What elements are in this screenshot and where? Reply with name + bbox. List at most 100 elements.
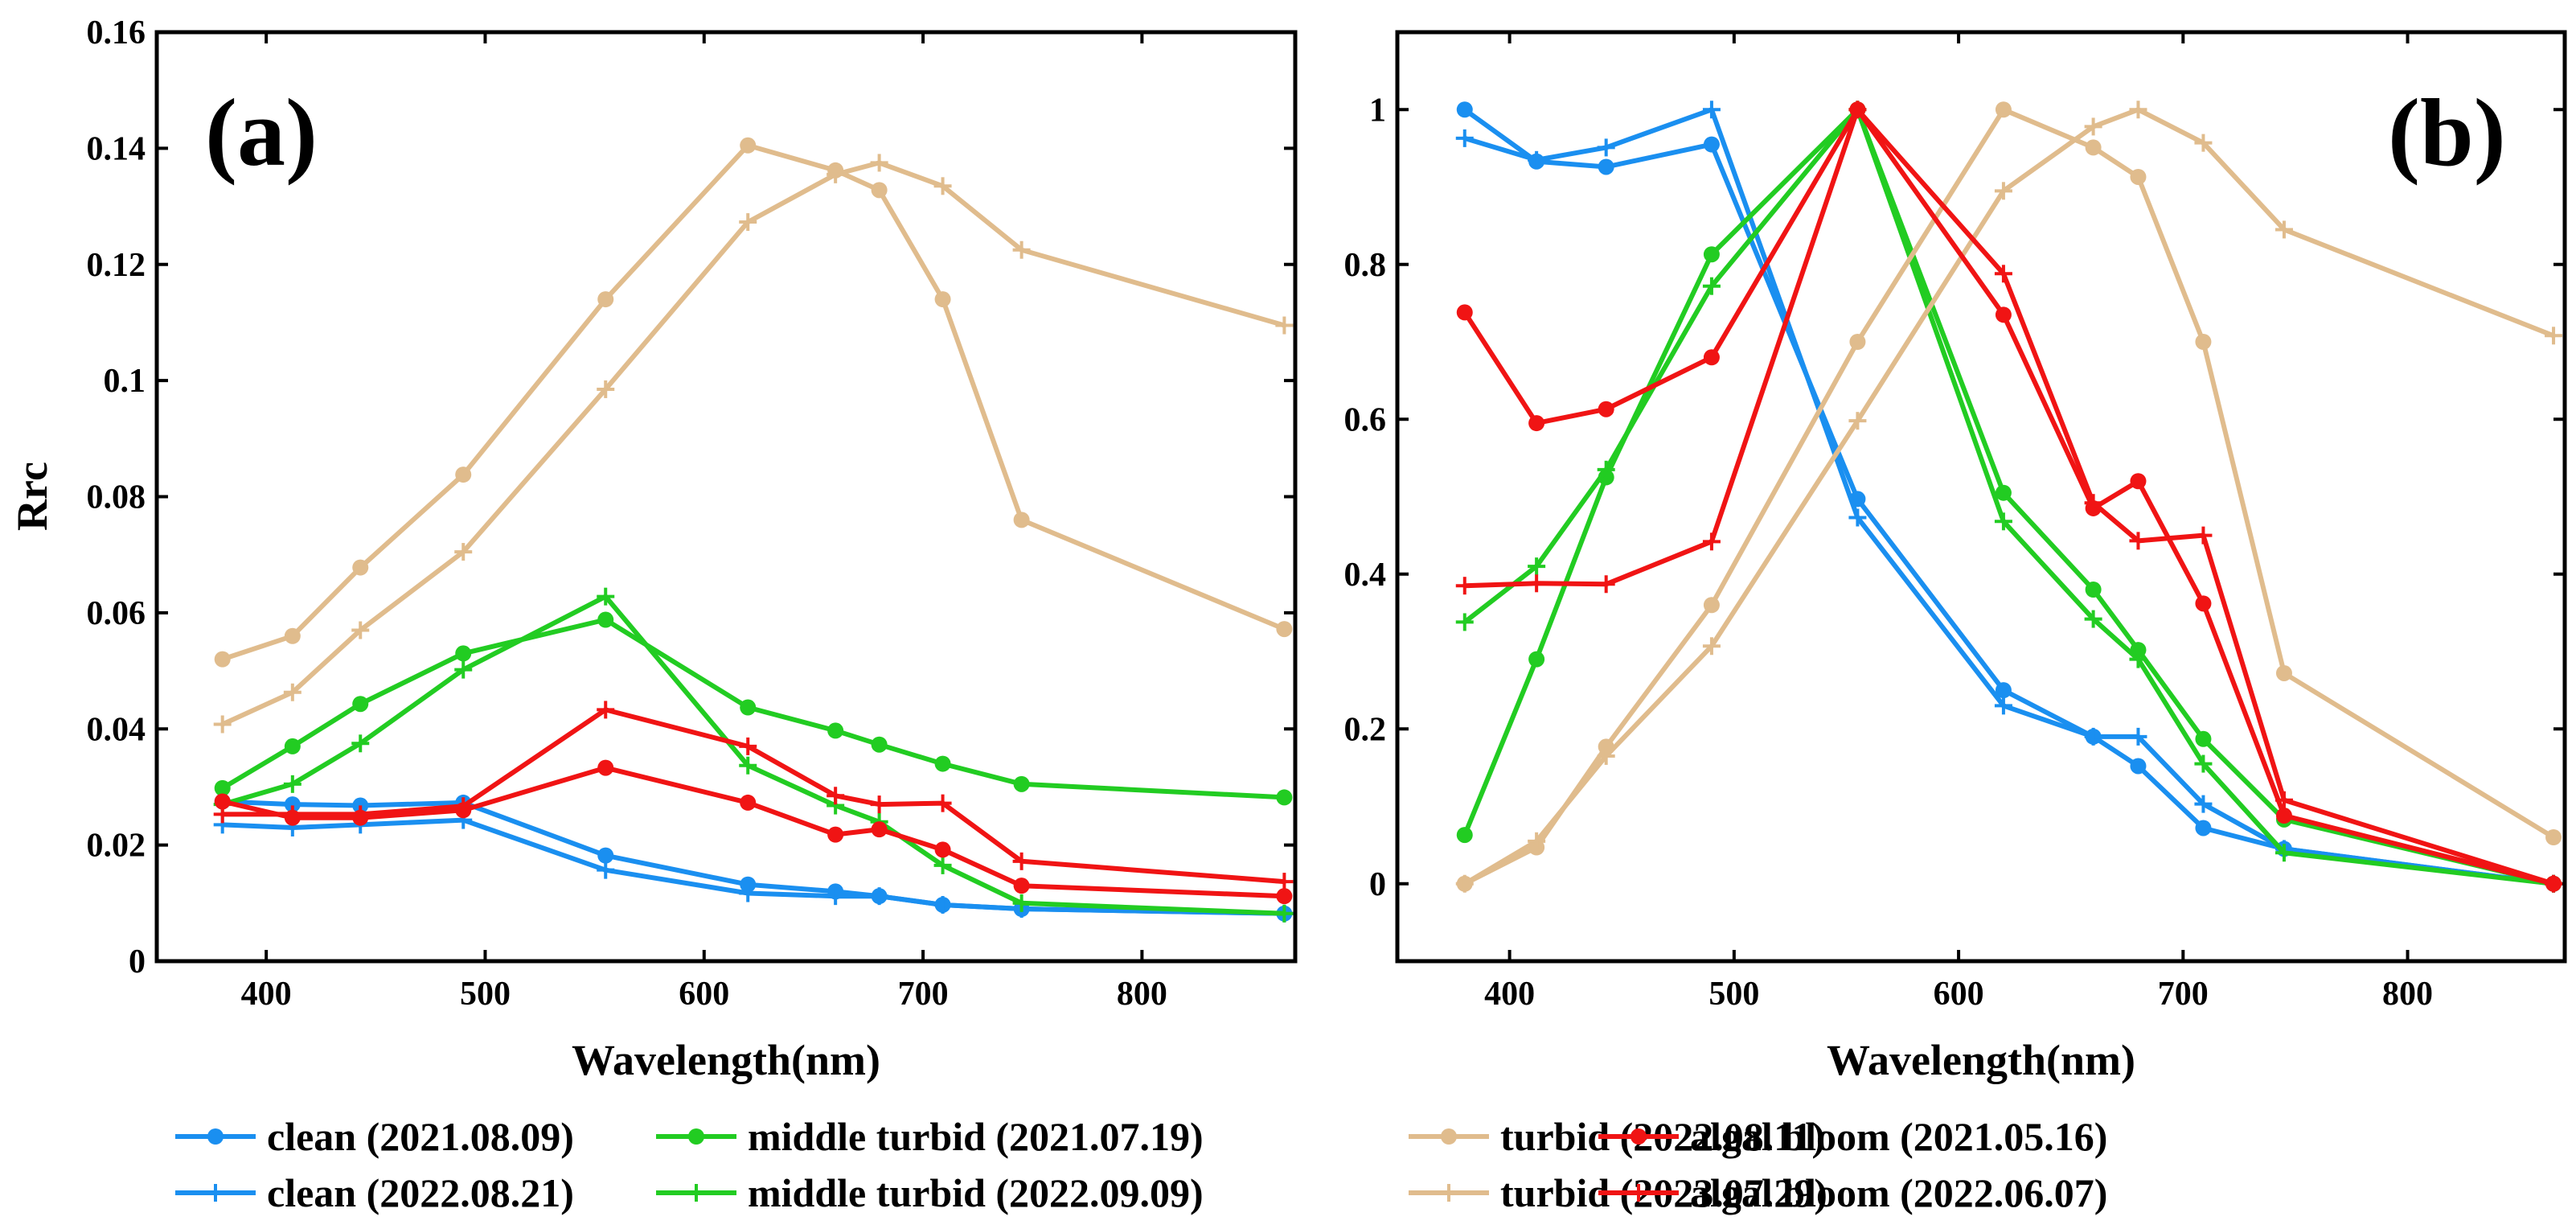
- legend-item-middle-turbid-2021-07-19-label: middle turbid (2021.07.19): [748, 1114, 1204, 1159]
- legend-item-algal-bloom-2021-05-16: algal bloom (2021.05.16): [1598, 1114, 2107, 1159]
- panel-a-x-axis-title: Wavelength(nm): [572, 1036, 880, 1084]
- panel-a-series-middle-turbid-2021-07-19-point: [740, 699, 757, 716]
- panel-a-series-algal-bloom-2022-06-07-point: [933, 794, 952, 812]
- legend-item-clean-2021-08-09: clean (2021.08.09): [175, 1114, 574, 1159]
- panel-b-series-clean-2021-08-09-point: [1598, 158, 1614, 175]
- panel-a-series-middle-turbid-2022-09-09-point: [933, 856, 952, 874]
- panel-a-series-algal-bloom-2022-06-07-point: [827, 787, 845, 805]
- panel-a-series-clean-2022-08-21-point: [597, 861, 615, 879]
- panel-a-y-tick-label: 0.06: [87, 595, 146, 632]
- panel-a-series-clean-2022-08-21-point: [739, 884, 757, 902]
- legend-item-middle-turbid-2022-09-09: middle turbid (2022.09.09): [656, 1170, 1204, 1215]
- panel-b-series-middle-turbid-2022-09-09-point: [2275, 844, 2293, 862]
- panel-b-series-algal-bloom-2022-06-07-point: [1597, 575, 1615, 594]
- panel-a-series-turbid-2023-07-29-point: [1275, 316, 1294, 335]
- panel-b-series-turbid-2023-07-29-point: [2194, 134, 2213, 152]
- panel-a-x-tick-label: 400: [241, 976, 292, 1013]
- panel-b-series-middle-turbid-2021-07-19: [1456, 101, 2562, 892]
- panel-a-series-middle-turbid-2021-07-19-point: [827, 722, 844, 739]
- panel-a-series-turbid-2022-08-11-point: [1276, 621, 1293, 638]
- panel-a-series-algal-bloom-2021-05-16-point: [934, 841, 951, 858]
- panel-a-series-middle-turbid-2021-07-19-point: [214, 779, 231, 796]
- panel-b-series-algal-bloom-2021-05-16-point: [2195, 595, 2212, 612]
- panel-a-series-algal-bloom-2021-05-16: [214, 759, 1293, 905]
- panel-b-y-tick-label: 0.2: [1344, 711, 1387, 748]
- panel-b-series-middle-turbid-2022-09-09-point: [2084, 610, 2102, 628]
- panel-a-y-tick-label: 0.12: [87, 247, 146, 284]
- panel-b-series-middle-turbid-2022-09-09-point: [1597, 460, 1615, 479]
- panel-b-series-algal-bloom-2022-06-07-point: [2084, 494, 2102, 512]
- panel-a-series-middle-turbid-2021-07-19-point: [1013, 775, 1030, 792]
- panel-a-series-turbid-2023-07-29-point: [739, 213, 757, 232]
- panel-a-series-turbid-2023-07-29-point: [1012, 240, 1031, 259]
- panel-a-y-tick-label: 0: [129, 943, 146, 980]
- panel-b-series-clean-2021-08-09-point: [1995, 682, 2012, 699]
- panel-a-series-middle-turbid-2021-07-19-point: [352, 696, 369, 713]
- panel-a-series-turbid-2022-08-11: [214, 137, 1293, 668]
- panel-a-series-turbid-2023-07-29-point: [870, 154, 888, 172]
- panel-b-series-clean-2022-08-21-point: [1848, 508, 1867, 527]
- panel-b-series-turbid-2023-07-29-point: [2545, 327, 2563, 345]
- panel-b-series-turbid-2023-07-29-point: [1597, 746, 1615, 765]
- panel-a-series-turbid-2022-08-11-point: [871, 182, 888, 199]
- panel-b-series-algal-bloom-2021-05-16-point: [2130, 473, 2147, 490]
- panel-b-series-turbid-2023-07-29-point: [1455, 874, 1474, 893]
- panel-a-series-algal-bloom-2022-06-07-line: [219, 707, 1287, 885]
- panel-b-series-middle-turbid-2021-07-19-point: [1528, 651, 1545, 668]
- legend: clean (2021.08.09) middle turbid (2021.07…: [175, 1114, 2107, 1215]
- panel-a-series-turbid-2023-07-29-point: [351, 621, 370, 639]
- panel-a-series-algal-bloom-2021-05-16-point: [1276, 888, 1293, 905]
- panel-b-series-algal-bloom-2022-06-07-point: [2129, 532, 2147, 550]
- panel-a-series-algal-bloom-2022-06-07: [213, 701, 1294, 891]
- panel-a-series-algal-bloom-2022-06-07-point: [1012, 852, 1031, 870]
- legend-item-algal-bloom-2021-05-16-label: algal bloom (2021.05.16): [1690, 1114, 2107, 1159]
- panel-a-series-turbid-2022-08-11-point: [352, 559, 369, 576]
- panel-b-series-clean-2021-08-09-point: [2195, 820, 2212, 836]
- legend-item-algal-bloom-2022-06-07-label: algal bloom (2022.06.07): [1690, 1170, 2107, 1215]
- panel-a-series-algal-bloom-2022-06-07-point: [283, 805, 301, 824]
- panel-a-y-tick-label: 0.1: [104, 363, 146, 400]
- legend-item-clean-2022-08-21-swatch-marker: [207, 1184, 224, 1202]
- panel-a-series-turbid-2022-08-11-point: [284, 627, 301, 644]
- legend-item-algal-bloom-2022-06-07: algal bloom (2022.06.07): [1598, 1170, 2107, 1215]
- panel-b-series-clean-2022-08-21-point: [2129, 727, 2147, 746]
- panel-a-series-turbid-2023-07-29-line: [219, 160, 1287, 727]
- panel-b-series-clean-2022-08-21-point: [1455, 129, 1474, 147]
- panel-b-x-tick-label: 400: [1484, 976, 1535, 1013]
- panel-a-series-algal-bloom-2022-06-07-point: [870, 795, 888, 814]
- panel-a-series-algal-bloom-2022-06-07-point: [351, 805, 370, 824]
- panel-a-ticks: 400 500 600 700 800 0 0.02 0.04 0.06 0.08 0.1 0.12 0…: [87, 14, 1295, 1013]
- panel-a-series-turbid-2023-07-29-point: [933, 177, 952, 195]
- panel-a-series-algal-bloom-2022-06-07-point: [597, 701, 615, 719]
- panel-a-series-middle-turbid-2021-07-19-point: [597, 611, 614, 628]
- panel-b-series-algal-bloom-2022-06-07-point: [2545, 874, 2563, 893]
- panel-a: (a) Wavelength(nm) Rrc 400 500 600 700 800 0 0…: [8, 14, 1298, 1084]
- panel-b-series-algal-bloom-2021-05-16-point: [1528, 415, 1545, 432]
- panel-a-series-clean-2022-08-21-line: [219, 817, 1287, 916]
- panel-a-series: [213, 137, 1294, 923]
- panel-a-series-turbid-2023-07-29: [213, 154, 1294, 734]
- panel-b-series-turbid-2023-07-29-point: [1528, 832, 1546, 850]
- panel-b-series-turbid-2023-07-29: [1455, 101, 2563, 893]
- panel-b-series-turbid-2022-08-11-point: [1995, 101, 2012, 118]
- panel-b-series-clean-2022-08-21-point: [2084, 727, 2102, 746]
- panel-a-series-turbid-2023-07-29-point: [454, 543, 473, 561]
- panel-b-series-algal-bloom-2021-05-16: [1456, 101, 2562, 892]
- panel-a-y-tick-label: 0.08: [87, 479, 146, 516]
- panel-a-series-clean-2022-08-21-point: [827, 887, 845, 906]
- legend-item-algal-bloom-2021-05-16-swatch-marker: [1631, 1128, 1647, 1145]
- panel-a-y-tick-label: 0.04: [87, 711, 146, 748]
- panel-b-series-turbid-2022-08-11-point: [2545, 829, 2562, 845]
- panel-a-series-algal-bloom-2022-06-07-point: [1275, 873, 1294, 891]
- panel-b: (b) Wavelength(nm) 400 500 600 700 800 0 0.2 0.…: [1344, 30, 2567, 1084]
- panel-b-series: [1455, 101, 2563, 893]
- panel-b-series-clean-2022-08-21-point: [2194, 795, 2213, 813]
- panel-b-series-middle-turbid-2022-09-09-point: [1994, 512, 2012, 531]
- panel-a-series-middle-turbid-2022-09-09-point: [739, 756, 757, 775]
- legend-item-middle-turbid-2021-07-19: middle turbid (2021.07.19): [656, 1114, 1204, 1159]
- legend-item-clean-2022-08-21: clean (2022.08.21): [175, 1170, 574, 1215]
- panel-b-series-turbid-2023-07-29-point: [2275, 220, 2293, 239]
- panel-b-series-turbid-2023-07-29-point: [1848, 412, 1867, 430]
- panel-a-series-middle-turbid-2022-09-09-point: [283, 775, 301, 793]
- panel-b-x-tick-label: 800: [2382, 976, 2433, 1013]
